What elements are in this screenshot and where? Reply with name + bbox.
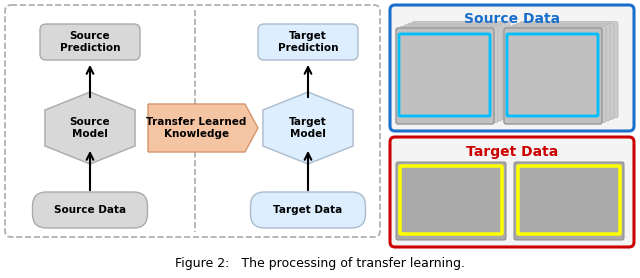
FancyBboxPatch shape (396, 162, 506, 240)
FancyBboxPatch shape (5, 5, 380, 237)
FancyBboxPatch shape (520, 22, 618, 118)
FancyBboxPatch shape (390, 5, 634, 131)
FancyBboxPatch shape (504, 28, 602, 124)
FancyBboxPatch shape (396, 28, 494, 124)
Polygon shape (148, 104, 258, 152)
Polygon shape (45, 92, 135, 164)
FancyBboxPatch shape (514, 162, 624, 240)
Text: Transfer Learned
Knowledge: Transfer Learned Knowledge (147, 117, 246, 139)
FancyBboxPatch shape (40, 24, 140, 60)
Text: Target
Prediction: Target Prediction (278, 31, 339, 53)
FancyBboxPatch shape (512, 25, 610, 121)
FancyBboxPatch shape (396, 28, 494, 124)
Text: Target Data: Target Data (466, 145, 558, 159)
FancyBboxPatch shape (408, 23, 506, 119)
Text: Target
Model: Target Model (289, 117, 327, 139)
Text: Source
Model: Source Model (70, 117, 110, 139)
Polygon shape (263, 92, 353, 164)
Text: Source Data: Source Data (54, 205, 126, 215)
Text: Target Data: Target Data (273, 205, 342, 215)
FancyBboxPatch shape (250, 192, 365, 228)
FancyBboxPatch shape (504, 28, 602, 124)
FancyBboxPatch shape (400, 26, 498, 122)
Text: Source Data: Source Data (464, 12, 560, 26)
FancyBboxPatch shape (390, 137, 634, 247)
FancyBboxPatch shape (508, 26, 606, 122)
FancyBboxPatch shape (258, 24, 358, 60)
Text: Source
Prediction: Source Prediction (60, 31, 120, 53)
Text: Figure 2:   The processing of transfer learning.: Figure 2: The processing of transfer lea… (175, 257, 465, 270)
FancyBboxPatch shape (516, 23, 614, 119)
FancyBboxPatch shape (33, 192, 147, 228)
FancyBboxPatch shape (404, 25, 502, 121)
FancyBboxPatch shape (412, 22, 510, 118)
